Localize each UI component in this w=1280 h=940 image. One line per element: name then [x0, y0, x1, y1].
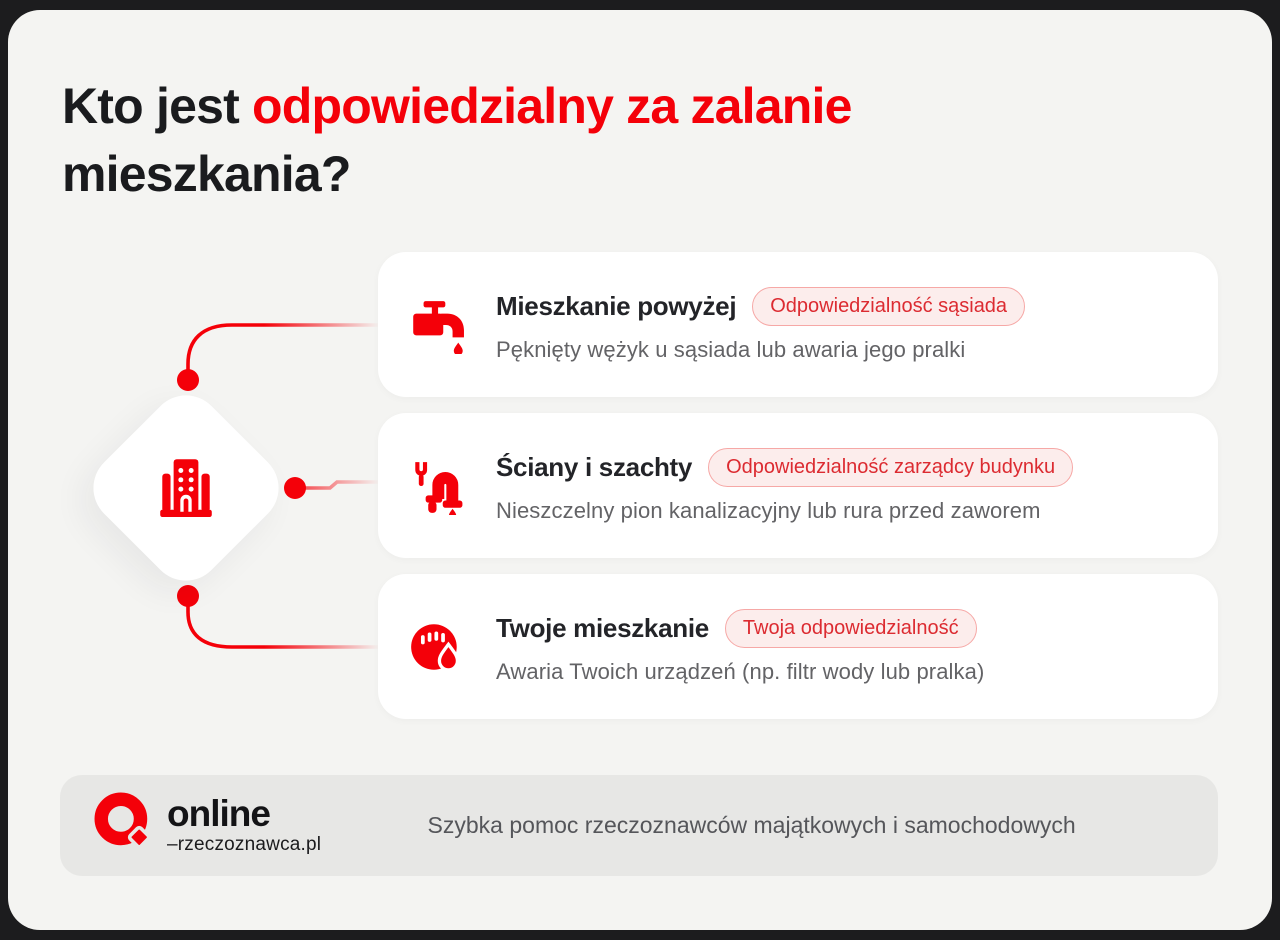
- card-your-apartment: Twoje mieszkanie Twoja odpowiedzialność …: [378, 574, 1218, 719]
- cards-column: Mieszkanie powyżej Odpowiedzialność sąsi…: [378, 252, 1218, 719]
- connector-bottom: [186, 596, 378, 649]
- connector-dot-bottom: [177, 585, 199, 607]
- faucet-icon: [406, 296, 466, 354]
- connector-dot-middle: [284, 477, 306, 499]
- title-part-red: odpowiedzialny za zalanie: [252, 78, 852, 134]
- responsibility-badge: Odpowiedzialność zarządcy budynku: [708, 447, 1074, 487]
- washing-machine-icon: [406, 618, 466, 676]
- card-walls-shafts: Ściany i szachty Odpowiedzialność zarząd…: [378, 413, 1218, 558]
- responsibility-badge: Twoja odpowiedzialność: [724, 608, 977, 648]
- responsibility-badge: Odpowiedzialność sąsiada: [752, 286, 1026, 326]
- connector-middle: [295, 480, 378, 490]
- connector-top: [186, 323, 378, 380]
- building-icon: [153, 453, 219, 524]
- diagram-area: Mieszkanie powyżej Odpowiedzialność sąsi…: [8, 252, 1272, 728]
- footer-tagline: Szybka pomoc rzeczoznawców majątkowych i…: [427, 812, 1076, 838]
- connector-dot-top: [177, 369, 199, 391]
- brand-logo: online –rzeczoznawca.pl: [94, 792, 321, 859]
- title-part-dark-2: mieszkania?: [62, 146, 351, 202]
- logo-q-mark-icon: [94, 792, 156, 859]
- card-description: Nieszczelny pion kanalizacyjny lub rura …: [496, 497, 1041, 523]
- page-title: Kto jest odpowiedzialny za zalanie mieszk…: [62, 72, 1218, 208]
- card-title: Mieszkanie powyżej: [496, 290, 737, 321]
- leaking-pipe-icon: [406, 457, 466, 515]
- infographic-canvas: Kto jest odpowiedzialny za zalanie mieszk…: [8, 10, 1272, 930]
- central-diamond: [78, 380, 294, 596]
- logo-name: online: [167, 793, 271, 834]
- footer-bar: online –rzeczoznawca.pl Szybka pomoc rze…: [60, 775, 1218, 876]
- card-description: Awaria Twoich urządzeń (np. filtr wody l…: [496, 658, 985, 684]
- title-part-dark-1: Kto jest: [62, 78, 253, 134]
- card-title: Ściany i szachty: [496, 451, 693, 482]
- card-title: Twoje mieszkanie: [496, 612, 709, 643]
- card-description: Pęknięty wężyk u sąsiada lub awaria jego…: [496, 336, 966, 362]
- card-apartment-above: Mieszkanie powyżej Odpowiedzialność sąsi…: [378, 252, 1218, 397]
- logo-domain: –rzeczoznawca.pl: [167, 834, 322, 855]
